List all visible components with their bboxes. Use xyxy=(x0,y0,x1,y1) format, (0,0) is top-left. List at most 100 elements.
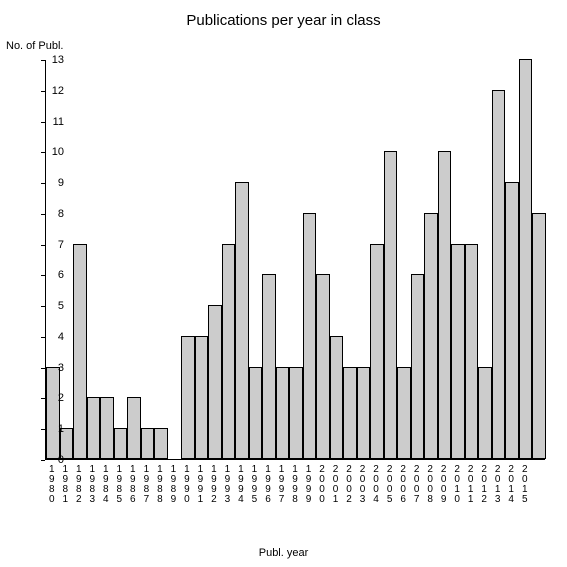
y-tick-mark xyxy=(41,91,45,92)
y-tick-mark xyxy=(41,245,45,246)
y-tick-mark xyxy=(41,214,45,215)
y-tick-mark xyxy=(41,337,45,338)
bar xyxy=(127,397,141,459)
x-tick-label: 2006 xyxy=(397,465,409,505)
bar xyxy=(87,397,101,459)
plot-area xyxy=(45,60,545,460)
bar xyxy=(532,213,546,459)
y-tick-label: 5 xyxy=(46,300,64,312)
x-tick-label: 2000 xyxy=(316,465,328,505)
x-tick-label: 2002 xyxy=(343,465,355,505)
x-tick-label: 2010 xyxy=(451,465,463,505)
x-tick-label: 2012 xyxy=(478,465,490,505)
bar xyxy=(451,244,465,459)
bar xyxy=(384,151,398,459)
x-tick-label: 1993 xyxy=(221,465,233,505)
x-tick-label: 2003 xyxy=(357,465,369,505)
bar xyxy=(465,244,479,459)
bar xyxy=(249,367,263,459)
bar xyxy=(100,397,114,459)
y-tick-mark xyxy=(41,275,45,276)
x-tick-label: 1999 xyxy=(303,465,315,505)
bar xyxy=(154,428,168,459)
x-tick-label: 1998 xyxy=(289,465,301,505)
y-tick-mark xyxy=(41,60,45,61)
x-tick-label: 1994 xyxy=(235,465,247,505)
y-tick-label: 9 xyxy=(46,177,64,189)
bar xyxy=(424,213,438,459)
x-tick-label: 1991 xyxy=(194,465,206,505)
chart-title: Publications per year in class xyxy=(0,12,567,29)
bar xyxy=(505,182,519,459)
y-tick-label: 8 xyxy=(46,208,64,220)
bar xyxy=(492,90,506,459)
bar xyxy=(357,367,371,459)
publications-chart: Publications per year in class No. of Pu… xyxy=(0,0,567,567)
x-tick-label: 1996 xyxy=(262,465,274,505)
y-tick-mark xyxy=(41,460,45,461)
bar xyxy=(235,182,249,459)
y-tick-label: 12 xyxy=(46,85,64,97)
x-tick-label: 2011 xyxy=(465,465,477,505)
x-tick-label: 1990 xyxy=(181,465,193,505)
bar xyxy=(114,428,128,459)
bar xyxy=(181,336,195,459)
bar xyxy=(222,244,236,459)
x-tick-label: 1989 xyxy=(167,465,179,505)
x-tick-label: 2001 xyxy=(330,465,342,505)
x-tick-label: 1997 xyxy=(275,465,287,505)
bar xyxy=(289,367,303,459)
bar xyxy=(276,367,290,459)
bar xyxy=(46,367,60,459)
bar xyxy=(397,367,411,459)
bar xyxy=(141,428,155,459)
y-tick-mark xyxy=(41,183,45,184)
bar xyxy=(478,367,492,459)
y-tick-label: 2 xyxy=(46,392,64,404)
x-tick-label: 1983 xyxy=(86,465,98,505)
x-tick-label: 2005 xyxy=(384,465,396,505)
x-tick-label: 1986 xyxy=(127,465,139,505)
x-tick-label: 1981 xyxy=(59,465,71,505)
x-tick-label: 1980 xyxy=(46,465,58,505)
bar xyxy=(519,59,533,459)
x-tick-label: 1992 xyxy=(208,465,220,505)
y-tick-mark xyxy=(41,429,45,430)
bar xyxy=(73,244,87,459)
y-axis-label: No. of Publ. xyxy=(6,40,63,52)
y-tick-mark xyxy=(41,306,45,307)
x-axis-label: Publ. year xyxy=(0,547,567,559)
bar xyxy=(411,274,425,459)
bar xyxy=(370,244,384,459)
x-tick-label: 2014 xyxy=(505,465,517,505)
y-tick-label: 11 xyxy=(46,116,64,128)
y-tick-label: 3 xyxy=(46,362,64,374)
x-tick-label: 2013 xyxy=(492,465,504,505)
x-tick-label: 1987 xyxy=(140,465,152,505)
x-tick-label: 1995 xyxy=(248,465,260,505)
x-tick-label: 2008 xyxy=(424,465,436,505)
x-tick-label: 2007 xyxy=(411,465,423,505)
x-tick-label: 2015 xyxy=(519,465,531,505)
y-tick-label: 4 xyxy=(46,331,64,343)
bar xyxy=(262,274,276,459)
y-tick-mark xyxy=(41,368,45,369)
x-tick-label: 1984 xyxy=(100,465,112,505)
bar xyxy=(208,305,222,459)
x-tick-label: 2009 xyxy=(438,465,450,505)
y-tick-label: 6 xyxy=(46,269,64,281)
y-tick-label: 13 xyxy=(46,54,64,66)
x-tick-label: 1982 xyxy=(73,465,85,505)
y-tick-label: 10 xyxy=(46,146,64,158)
bar xyxy=(438,151,452,459)
y-tick-mark xyxy=(41,398,45,399)
y-tick-label: 1 xyxy=(46,423,64,435)
y-tick-label: 7 xyxy=(46,239,64,251)
bar xyxy=(316,274,330,459)
bar xyxy=(303,213,317,459)
y-tick-mark xyxy=(41,122,45,123)
x-tick-label: 2004 xyxy=(370,465,382,505)
x-tick-label: 1985 xyxy=(113,465,125,505)
x-tick-label: 1988 xyxy=(154,465,166,505)
bar xyxy=(343,367,357,459)
